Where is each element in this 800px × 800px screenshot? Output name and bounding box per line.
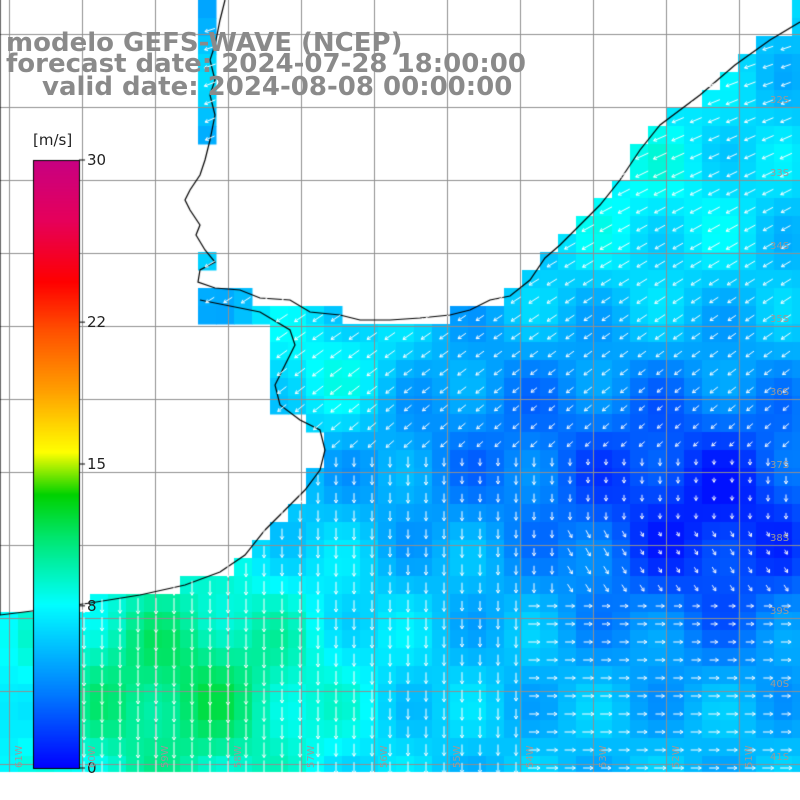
longitude-label: 53W <box>598 745 609 768</box>
longitude-label: 55W <box>452 745 463 768</box>
latitude-label: 34S <box>770 241 790 252</box>
colorbar-tick-label: 8 <box>87 596 97 615</box>
longitude-label: 61W <box>14 745 25 768</box>
colorbar-tick-label: 22 <box>87 313 107 332</box>
valid-date: valid date: 2024-08-08 00:00:00 <box>42 72 513 102</box>
latitude-label: 38S <box>770 533 790 544</box>
longitude-label: 56W <box>379 745 390 768</box>
longitude-label: 60W <box>87 745 98 768</box>
latitude-label: 40S <box>770 679 790 690</box>
longitude-label: 52W <box>671 745 682 768</box>
latitude-label: 35S <box>770 314 790 325</box>
longitude-label: 58W <box>233 745 244 768</box>
latitude-label: 39S <box>770 606 790 617</box>
colorbar-tick-label: 0 <box>87 759 97 777</box>
longitude-label: 54W <box>525 745 536 768</box>
latitude-label: 32S <box>770 95 790 106</box>
colorbar-units: [m/s] <box>33 131 73 149</box>
latitude-label: 33S <box>770 168 790 179</box>
latitude-label: 36S <box>770 387 790 398</box>
latitude-label: 41S <box>770 752 790 763</box>
latitude-label: 37S <box>770 460 790 471</box>
colorbar-tick-label: 30 <box>87 151 107 169</box>
model-title: modelo GEFS-WAVE (NCEP) <box>6 28 403 58</box>
forecast-date: forecast date: 2024-07-28 18:00:00 <box>6 49 526 79</box>
longitude-label: 57W <box>306 745 317 768</box>
colorbar-tick-label: 15 <box>87 455 107 473</box>
longitude-label: 59W <box>160 745 171 768</box>
longitude-label: 51W <box>744 745 755 768</box>
